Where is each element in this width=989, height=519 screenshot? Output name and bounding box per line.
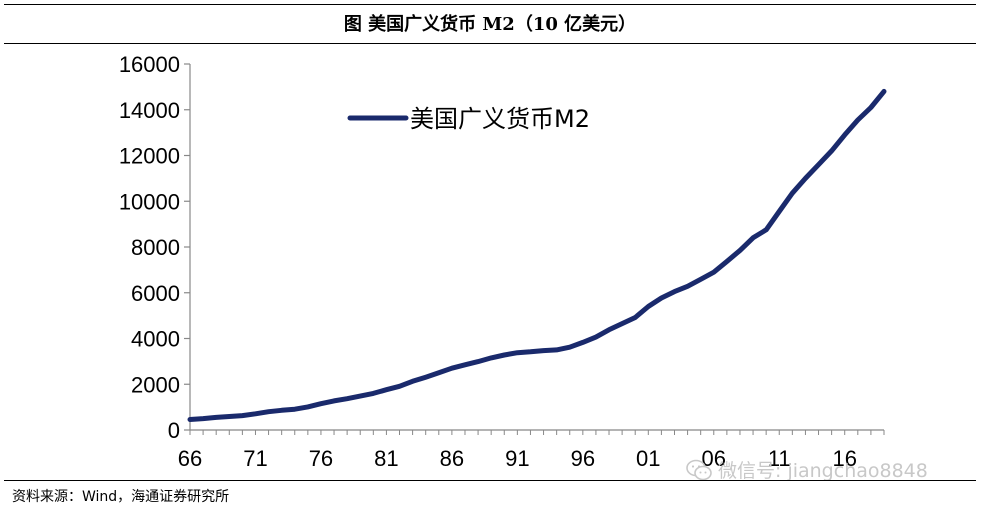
series-line-m2 [187, 88, 887, 422]
title-rule [4, 43, 976, 44]
watermark: 微信号: jiangchao8848 [686, 456, 928, 483]
x-tick-label: 66 [178, 446, 202, 471]
chart-frame: 图 美国广义货币 M2（10 亿美元） 0 2000 4000 6000 8000 100… [4, 4, 976, 514]
chart-svg: 0 2000 4000 6000 8000 10000 12000 14000 16000 66… [119, 52, 887, 471]
y-tick-label: 16000 [119, 52, 180, 77]
watermark-text: 微信号: jiangchao8848 [718, 460, 928, 482]
x-tick-label: 91 [505, 446, 529, 471]
x-tick-label: 96 [571, 446, 595, 471]
y-tick-label: 4000 [131, 327, 180, 352]
y-tick-label: 10000 [119, 189, 180, 214]
y-tick-label: 2000 [131, 372, 180, 397]
x-tick-label: 76 [309, 446, 333, 471]
x-tick-label: 16 [832, 446, 856, 471]
y-axis: 0 2000 4000 6000 8000 10000 12000 14000 16000 [119, 52, 191, 443]
chart-title: 图 美国广义货币 M2（10 亿美元） [343, 14, 637, 35]
y-tick-label: 6000 [131, 281, 180, 306]
x-axis: 66 71 76 81 86 91 96 01 06 11 16 [178, 429, 885, 471]
wechat-icon [686, 459, 712, 480]
y-tick-label: 0 [168, 418, 180, 443]
x-tick-label: 86 [440, 446, 464, 471]
source-rule [4, 480, 976, 481]
y-tick-label: 8000 [131, 235, 180, 260]
x-tick-label: 81 [374, 446, 398, 471]
top-rule [4, 4, 976, 5]
x-tick-label: 01 [636, 446, 660, 471]
source-note: 资料来源：Wind，海通证券研究所 [12, 489, 230, 505]
x-tick-label: 71 [243, 446, 267, 471]
x-tick-label: 11 [768, 446, 791, 471]
legend: 美国广义货币M2 [347, 105, 590, 133]
legend-label: 美国广义货币M2 [410, 105, 590, 133]
y-tick-label: 12000 [119, 144, 180, 169]
y-tick-label: 14000 [119, 98, 180, 123]
